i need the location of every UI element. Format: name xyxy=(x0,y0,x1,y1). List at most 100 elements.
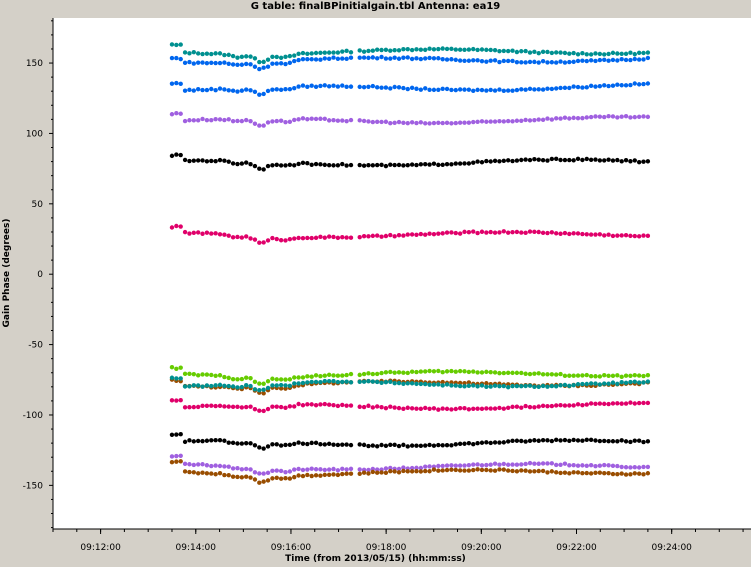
series-12-point xyxy=(475,467,480,472)
series-5-point xyxy=(300,236,306,241)
series-4-point xyxy=(567,157,572,163)
series-2-point xyxy=(217,86,223,91)
series-11-point xyxy=(209,463,214,469)
series-1-point xyxy=(610,57,616,63)
series-11-point xyxy=(567,463,572,468)
series-10-point xyxy=(575,438,581,443)
series-8-point xyxy=(453,383,458,388)
series-9-point xyxy=(453,406,458,412)
series-11-point xyxy=(270,468,275,474)
series-5-point xyxy=(449,230,454,235)
series-3-point xyxy=(427,121,432,126)
series-3-point xyxy=(388,121,393,126)
series-6-point xyxy=(344,372,349,378)
series-2-point xyxy=(588,83,594,89)
series-2-point xyxy=(575,84,581,90)
series-2-point xyxy=(449,87,454,93)
series-10-point xyxy=(562,437,568,443)
series-4-point xyxy=(335,163,341,168)
series-11-point xyxy=(252,470,258,475)
series-2-point xyxy=(213,87,218,93)
series-11-point xyxy=(558,462,563,467)
series-9-point xyxy=(287,404,293,409)
series-12-point xyxy=(571,470,576,475)
series-1-point xyxy=(532,59,537,65)
series-2-point xyxy=(340,83,345,88)
series-9-point xyxy=(379,404,384,410)
series-9-point xyxy=(292,404,297,409)
series-6-point xyxy=(488,369,493,375)
series-0-point xyxy=(292,53,297,58)
series-12-point xyxy=(553,470,559,475)
series-9-point xyxy=(593,401,598,406)
series-3-point xyxy=(549,117,555,122)
series-1-point xyxy=(632,56,637,62)
series-5-point xyxy=(374,233,380,238)
series-3-point xyxy=(628,115,633,120)
series-1-point xyxy=(431,56,437,61)
series-3-point xyxy=(222,117,227,123)
series-11-point xyxy=(514,462,520,467)
series-1-point xyxy=(200,60,205,65)
series-0-point xyxy=(584,52,589,57)
series-4-point xyxy=(230,161,236,166)
series-10-point xyxy=(340,442,345,447)
series-2-point xyxy=(414,86,419,91)
series-10-point xyxy=(457,441,463,447)
series-6-point xyxy=(305,374,310,379)
series-4-point xyxy=(580,157,585,163)
series-12-point xyxy=(296,473,301,478)
series-10-point xyxy=(471,442,476,447)
series-9-point xyxy=(213,403,218,409)
series-12-point xyxy=(230,474,236,479)
series-9-point xyxy=(484,406,489,411)
series-8-point xyxy=(606,381,611,386)
series-1-point xyxy=(423,56,428,61)
series-8-point xyxy=(274,383,279,388)
series-11-point xyxy=(536,461,541,466)
series-4-point xyxy=(427,162,432,167)
series-7-point xyxy=(283,386,288,391)
series-0-point xyxy=(274,54,279,60)
series-11-point xyxy=(239,467,245,472)
series-10-point xyxy=(567,438,572,443)
series-2-point xyxy=(209,86,214,92)
series-9-point xyxy=(370,405,376,410)
series-8-point xyxy=(492,383,498,388)
series-8-point xyxy=(436,382,441,387)
series-6-point xyxy=(370,371,376,377)
series-0-point xyxy=(615,51,620,56)
series-10-point xyxy=(414,443,419,448)
series-8-point xyxy=(270,383,275,388)
series-5-point xyxy=(213,231,218,236)
series-8-point xyxy=(645,379,651,384)
series-11-point xyxy=(571,463,576,468)
series-12-point xyxy=(593,470,598,476)
series-5-point xyxy=(287,236,293,242)
series-12-point xyxy=(182,469,188,474)
series-11-point xyxy=(484,462,489,468)
series-5-point xyxy=(641,233,646,238)
series-3-point xyxy=(401,120,406,125)
series-9-point xyxy=(423,405,428,411)
series-2-point xyxy=(374,85,380,90)
series-5-point xyxy=(305,235,310,241)
series-1-point xyxy=(169,55,175,61)
series-11-point xyxy=(523,461,528,467)
series-8-point xyxy=(484,384,489,390)
series-9-point xyxy=(383,405,389,411)
series-2-point xyxy=(484,88,489,93)
series-11-point xyxy=(274,468,279,473)
series-2-point xyxy=(300,83,306,88)
series-10-point xyxy=(436,442,441,448)
series-11-point xyxy=(261,471,266,476)
series-10-point xyxy=(326,441,332,447)
series-2-point xyxy=(423,86,428,91)
series-5-point xyxy=(427,231,432,236)
series-4-point xyxy=(357,162,362,168)
series-0-point xyxy=(628,50,633,55)
series-1-point xyxy=(274,61,279,66)
series-12-point xyxy=(431,467,437,472)
series-3-point xyxy=(244,117,249,123)
series-12-point xyxy=(392,469,397,474)
